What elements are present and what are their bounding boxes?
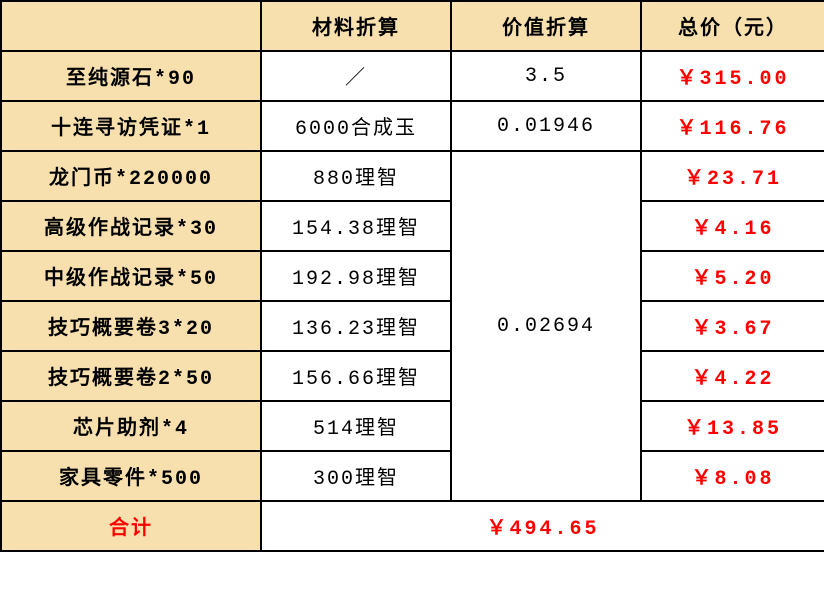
- material-cell: 136.23理智: [261, 301, 451, 351]
- material-cell: 300理智: [261, 451, 451, 501]
- material-cell: 514理智: [261, 401, 451, 451]
- item-name: 芯片助剂*4: [1, 401, 261, 451]
- price-table: 材料折算 价值折算 总价（元） 至纯源石*90 ／ 3.5 ￥315.00 十连…: [0, 0, 824, 552]
- header-total: 总价（元）: [641, 1, 824, 51]
- table-row: 至纯源石*90 ／ 3.5 ￥315.00: [1, 51, 824, 101]
- table-row: 高级作战记录*30 154.38理智 ￥4.16: [1, 201, 824, 251]
- material-cell: 192.98理智: [261, 251, 451, 301]
- item-name: 至纯源石*90: [1, 51, 261, 101]
- item-name: 技巧概要卷3*20: [1, 301, 261, 351]
- value-cell: 0.01946: [451, 101, 641, 151]
- item-name: 中级作战记录*50: [1, 251, 261, 301]
- price-table-container: 材料折算 价值折算 总价（元） 至纯源石*90 ／ 3.5 ￥315.00 十连…: [0, 0, 824, 552]
- footer-label: 合计: [1, 501, 261, 551]
- merged-value-cell: 0.02694: [451, 151, 641, 501]
- total-cell: ￥13.85: [641, 401, 824, 451]
- material-cell: 6000合成玉: [261, 101, 451, 151]
- table-header: 材料折算 价值折算 总价（元）: [1, 1, 824, 51]
- table-row: 中级作战记录*50 192.98理智 ￥5.20: [1, 251, 824, 301]
- total-cell: ￥116.76: [641, 101, 824, 151]
- material-cell: 154.38理智: [261, 201, 451, 251]
- table-row: 家具零件*500 300理智 ￥8.08: [1, 451, 824, 501]
- item-name: 龙门币*220000: [1, 151, 261, 201]
- table-row: 芯片助剂*4 514理智 ￥13.85: [1, 401, 824, 451]
- material-cell: ／: [261, 51, 451, 101]
- header-item: [1, 1, 261, 51]
- total-cell: ￥4.16: [641, 201, 824, 251]
- header-value: 价值折算: [451, 1, 641, 51]
- table-footer-row: 合计 ￥494.65: [1, 501, 824, 551]
- table-row: 技巧概要卷3*20 136.23理智 ￥3.67: [1, 301, 824, 351]
- total-cell: ￥23.71: [641, 151, 824, 201]
- item-name: 十连寻访凭证*1: [1, 101, 261, 151]
- total-cell: ￥4.22: [641, 351, 824, 401]
- total-cell: ￥3.67: [641, 301, 824, 351]
- item-name: 家具零件*500: [1, 451, 261, 501]
- table-row: 龙门币*220000 880理智 0.02694 ￥23.71: [1, 151, 824, 201]
- item-name: 高级作战记录*30: [1, 201, 261, 251]
- material-cell: 880理智: [261, 151, 451, 201]
- item-name: 技巧概要卷2*50: [1, 351, 261, 401]
- table-body: 至纯源石*90 ／ 3.5 ￥315.00 十连寻访凭证*1 6000合成玉 0…: [1, 51, 824, 551]
- total-cell: ￥5.20: [641, 251, 824, 301]
- total-cell: ￥8.08: [641, 451, 824, 501]
- table-row: 十连寻访凭证*1 6000合成玉 0.01946 ￥116.76: [1, 101, 824, 151]
- total-cell: ￥315.00: [641, 51, 824, 101]
- material-cell: 156.66理智: [261, 351, 451, 401]
- footer-total: ￥494.65: [261, 501, 824, 551]
- header-material: 材料折算: [261, 1, 451, 51]
- header-row: 材料折算 价值折算 总价（元）: [1, 1, 824, 51]
- table-row: 技巧概要卷2*50 156.66理智 ￥4.22: [1, 351, 824, 401]
- value-cell: 3.5: [451, 51, 641, 101]
